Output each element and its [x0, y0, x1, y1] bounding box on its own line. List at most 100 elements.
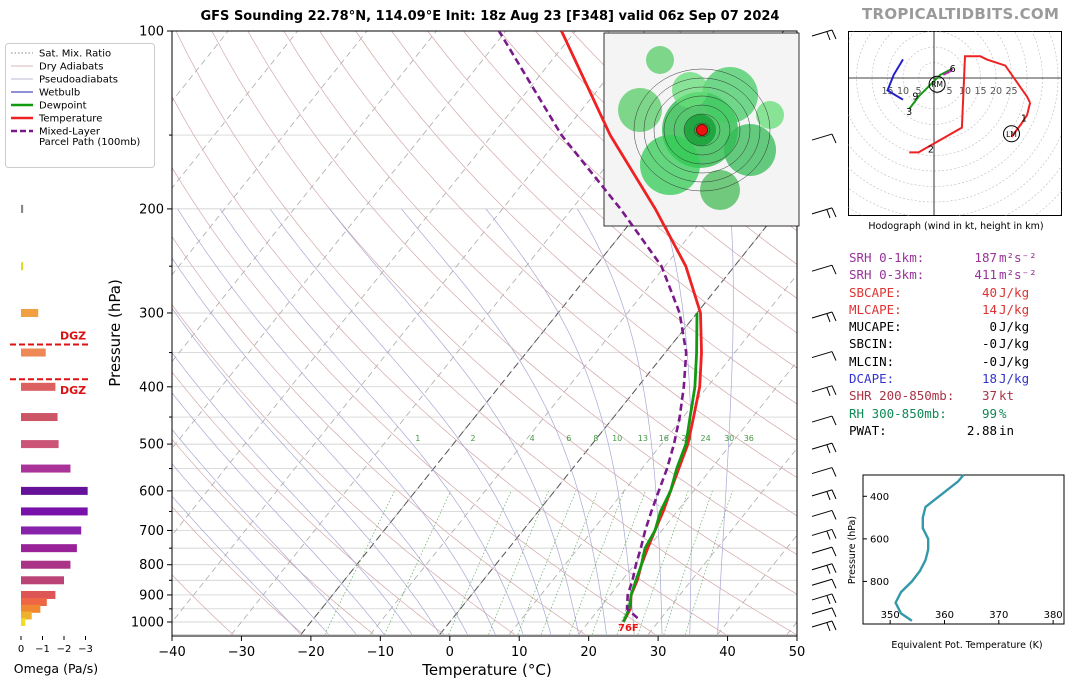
dry-adiabat-line [172, 438, 375, 635]
mixing-ratio-label: 24 [701, 434, 711, 443]
param-label: MLCIN: [849, 353, 895, 369]
param-label: SHR 200-850mb: [849, 388, 955, 404]
omega-bar [21, 413, 58, 422]
skewt-frame [171, 30, 798, 637]
pseudoadiabat-line [177, 208, 496, 635]
mixing-ratio-label: 2 [470, 434, 475, 443]
height-label: 9 [912, 92, 918, 103]
param-row: MLCAPE: 14 J/kg [849, 302, 1064, 319]
theta-e-frame [862, 474, 1065, 625]
omega-bar [21, 611, 32, 620]
pseudoadiabat-line [172, 428, 357, 635]
y-tick-label: 100 [139, 25, 164, 40]
skewt-y-label: Pressure (hPa) [106, 279, 124, 387]
wind-barb [811, 207, 837, 219]
wind-barb [811, 578, 837, 589]
legend-label: Dry Adiabats [39, 62, 103, 73]
pseudoadiabat-line [329, 208, 579, 635]
dry-adiabat-line [172, 95, 727, 635]
param-label: RH 300-850mb: [849, 405, 947, 421]
theta-e-y-label: Pressure (hPa) [847, 516, 858, 584]
theta-e-line [894, 474, 965, 622]
omega-bar [21, 618, 26, 626]
dry-adiabat-line [172, 166, 656, 635]
mixing-ratio-label: 13 [638, 434, 648, 443]
omega-bar [21, 526, 82, 535]
sounding-parameters: SRH 0-1km: 187 m²s⁻² SRH 0-3km: 411 m²s⁻² SBCA… [849, 250, 1064, 440]
omega-bar [21, 590, 56, 599]
param-row: SRH 0-3km: 411 m²s⁻² [849, 267, 1064, 284]
pseudoadiabat-line [172, 352, 413, 635]
series-dewpoint [622, 312, 699, 623]
wind-barb [811, 509, 837, 520]
omega-bar [21, 464, 71, 473]
param-label: SBCAPE: [849, 284, 902, 300]
legend-label: Temperature [38, 114, 102, 125]
precip-blob [646, 46, 674, 74]
storm-motion-label: LM [1006, 130, 1017, 139]
y-tick-label: 200 [139, 202, 164, 217]
radar-map-inset [603, 32, 800, 227]
mixing-ratio-line [448, 490, 512, 635]
param-unit: J/kg [999, 336, 1030, 352]
location-marker-icon [696, 124, 708, 136]
mixing-ratio-line [324, 490, 395, 635]
pseudoadiabat-line [717, 208, 734, 635]
storm-motion-marker [1003, 125, 1020, 143]
mixing-ratio-label: 10 [612, 434, 622, 443]
dgz-label: DGZ [60, 384, 86, 397]
dry-adiabat-line [211, 31, 797, 595]
theta-e-x-label: Equivalent Pot. Temperature (K) [891, 640, 1042, 651]
x-tick-label: 50 [789, 645, 806, 660]
hodograph-ring-label: 20 [990, 86, 1002, 97]
param-row: SBCIN: -0 J/kg [849, 336, 1064, 353]
legend-label: Wetbulb [39, 88, 80, 99]
y-tick-label: 1000 [131, 616, 164, 631]
omega-bar [21, 262, 23, 271]
isobar-contour [693, 122, 711, 138]
param-value: 14 [981, 301, 997, 317]
precip-blob [618, 88, 662, 132]
param-value: -0 [981, 353, 997, 369]
mixing-ratio-label: 6 [566, 434, 571, 443]
theta-e-y-tick-label: 400 [870, 492, 889, 503]
param-unit: J/kg [999, 284, 1030, 300]
dry-adiabat-line [172, 303, 515, 635]
precip-blob [640, 135, 700, 195]
x-tick-label: 0 [446, 645, 454, 660]
x-tick-label: −40 [158, 645, 185, 660]
mixing-ratio-label: 30 [724, 434, 734, 443]
isobar-contour [673, 104, 731, 156]
isobar-contour [653, 86, 751, 174]
omega-bar [21, 544, 77, 553]
dry-adiabat-line [283, 31, 797, 517]
legend-label: Dewpoint [39, 101, 87, 112]
param-label: SRH 0-1km: [849, 250, 925, 265]
precip-blob [700, 170, 740, 210]
param-unit: J/kg [999, 371, 1030, 387]
y-tick-label: 400 [139, 380, 164, 395]
x-tick-label: 40 [719, 645, 736, 660]
dry-adiabat-line [499, 31, 797, 299]
wind-barbs [811, 29, 837, 632]
param-row: PWAT: 2.88 in [849, 423, 1064, 440]
surface-temp-label: 76F [618, 623, 639, 634]
dry-adiabat-line [355, 31, 797, 441]
pseudoadiabat-line [172, 463, 329, 635]
mixing-ratio-line [663, 490, 713, 635]
wind-barb [811, 528, 837, 540]
param-unit: % [999, 405, 1007, 421]
param-unit: m²s⁻² [999, 250, 1037, 265]
param-row: DCAPE: 18 J/kg [849, 371, 1064, 388]
y-tick-label: 600 [139, 484, 164, 499]
param-value: 187 [974, 250, 997, 265]
param-row: RH 300-850mb: 99% [849, 406, 1064, 423]
hodograph-caption: Hodograph (wind in kt, height in km) [868, 221, 1043, 232]
theta-e-y-tick-label: 600 [870, 534, 889, 545]
pseudoadiabat-line [172, 392, 385, 635]
param-label: PWAT: [849, 422, 887, 438]
wind-barb [811, 351, 837, 361]
omega-bar [21, 597, 47, 606]
dry-adiabat-line [319, 31, 797, 479]
